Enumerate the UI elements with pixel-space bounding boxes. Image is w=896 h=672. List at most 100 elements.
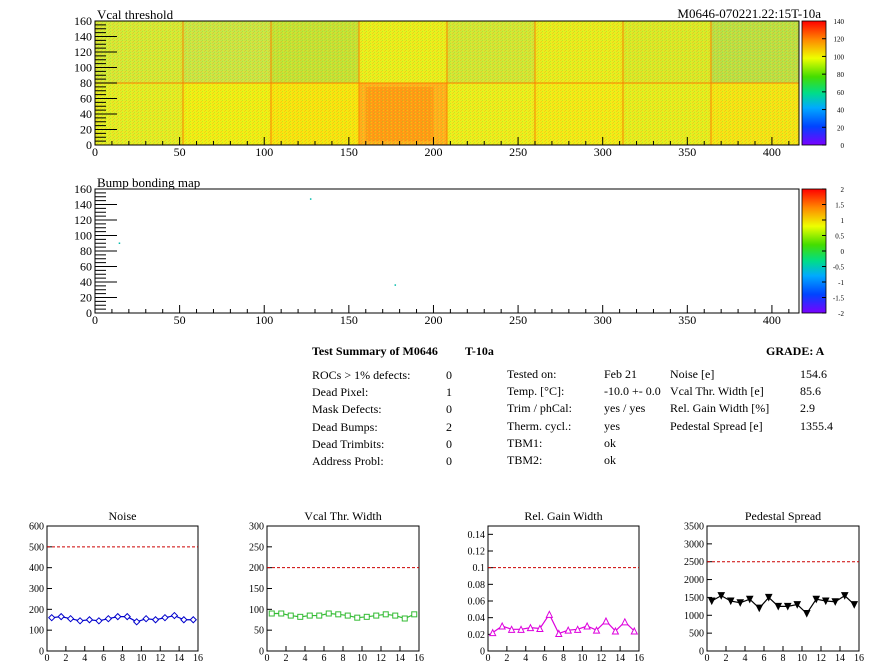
dead-bump: [118, 242, 121, 244]
x-tick-label: 16: [414, 653, 424, 664]
summary-label: Address Probl:: [312, 454, 384, 468]
y-tick-label: 150: [249, 584, 264, 595]
x-tick-label: 100: [255, 313, 273, 327]
data-point: [392, 612, 399, 619]
x-tick-label: 250: [509, 145, 527, 159]
y-tick-label: 20: [80, 291, 92, 305]
palette-tick-label: 0: [841, 248, 845, 256]
x-tick-label: 8: [341, 653, 346, 664]
data-point: [554, 629, 563, 637]
summary-value: yes / yes: [604, 401, 646, 416]
data-point: [142, 615, 150, 623]
summary-label: ROCs > 1% defects:: [312, 368, 411, 382]
y-tick-label: 0.12: [468, 547, 486, 558]
data-point: [726, 597, 735, 606]
x-tick-label: 14: [615, 653, 625, 664]
series-line: [711, 594, 855, 615]
x-tick-label: 350: [678, 145, 696, 159]
x-tick-label: 12: [596, 653, 606, 664]
data-point: [812, 595, 821, 604]
x-tick-label: 6: [322, 653, 327, 664]
data-point: [401, 615, 408, 622]
y-tick-label: 100: [29, 626, 44, 637]
summary-label: Rel. Gain Width [%]: [670, 401, 770, 416]
x-tick-label: 10: [136, 653, 146, 664]
map-title: Vcal threshold: [97, 7, 174, 22]
data-point: [95, 617, 103, 625]
x-tick-label: 8: [561, 653, 566, 664]
x-tick-label: 6: [101, 653, 106, 664]
x-tick-label: 0: [45, 653, 50, 664]
summary-value: 2.9: [800, 401, 815, 416]
y-tick-label: 0.1: [473, 563, 486, 574]
data-point: [161, 613, 169, 622]
summary-value: 0: [446, 454, 452, 468]
plot-title: Rel. Gain Width: [524, 509, 602, 523]
data-point: [821, 597, 830, 606]
x-tick-label: 6: [762, 653, 767, 664]
data-point: [363, 613, 370, 620]
data-point: [316, 612, 323, 619]
summary-label: Pedestal Spread [e]: [670, 418, 763, 433]
y-tick-label: 100: [74, 61, 92, 75]
y-tick-label: 140: [74, 198, 92, 212]
plot-0: Noise 0 100 200 300 400 500 600 0 2 4 6 8 10 12 14 16: [29, 509, 203, 664]
summary-value: 0: [446, 368, 452, 382]
data-point: [306, 612, 313, 619]
plot-title: Pedestal Spread: [745, 509, 821, 523]
data-point: [325, 610, 332, 617]
data-point: [114, 612, 122, 621]
x-tick-label: 2: [504, 653, 509, 664]
data-point: [123, 612, 131, 621]
x-tick-label: 0: [486, 653, 491, 664]
y-tick-label: 200: [29, 605, 44, 616]
dead-bump: [394, 284, 397, 286]
data-point: [545, 610, 554, 618]
summary-value: 1355.4: [800, 418, 833, 433]
y-tick-label: 120: [74, 45, 92, 59]
palette-tick-label: 0: [841, 142, 845, 150]
summary-value: ok: [604, 453, 616, 467]
data-point: [736, 599, 745, 607]
x-tick-label: 12: [155, 653, 165, 664]
x-tick-label: 8: [781, 653, 786, 664]
x-tick-label: 100: [255, 145, 273, 159]
data-point: [564, 626, 573, 634]
palette-tick-label: 1.5: [835, 202, 844, 210]
summary-value: 0: [446, 436, 452, 451]
y-tick-label: 300: [29, 584, 44, 595]
map-title: Bump bonding map: [97, 175, 200, 190]
data-point: [573, 625, 582, 633]
x-tick-label: 0: [705, 653, 710, 664]
y-tick-label: 50: [254, 626, 264, 637]
data-point: [774, 602, 783, 611]
data-point: [76, 617, 84, 625]
x-tick-label: 200: [424, 145, 442, 159]
y-tick-label: 20: [80, 123, 92, 137]
summary-value: 0: [446, 402, 452, 417]
summary-value: 85.6: [800, 384, 821, 399]
palette-tick-label: -1: [838, 279, 844, 287]
summary-label: TBM1:: [507, 435, 543, 450]
data-point: [840, 592, 849, 600]
y-tick-label: 0.06: [468, 597, 486, 608]
palette-tick-label: -0.5: [833, 264, 845, 272]
y-tick-label: 80: [80, 244, 92, 258]
palette-tick-label: 80: [837, 71, 845, 79]
module-id: M0646-070221.22:15T-10a: [677, 6, 821, 21]
data-point: [507, 625, 516, 633]
x-tick-label: 16: [854, 653, 864, 664]
palette-tick-label: 0.5: [835, 233, 844, 241]
summary-value: Feb 21: [604, 367, 637, 381]
y-tick-label: 2500: [684, 557, 704, 568]
summary-value: ok: [604, 435, 616, 450]
data-point: [382, 611, 389, 618]
palette-tick-label: 120: [834, 36, 845, 44]
y-tick-label: 600: [29, 522, 44, 533]
summary-tag: T-10a: [465, 344, 494, 358]
x-tick-label: 0: [265, 653, 270, 664]
x-tick-label: 2: [63, 653, 68, 664]
summary-label: Trim / phCal:: [507, 401, 572, 416]
